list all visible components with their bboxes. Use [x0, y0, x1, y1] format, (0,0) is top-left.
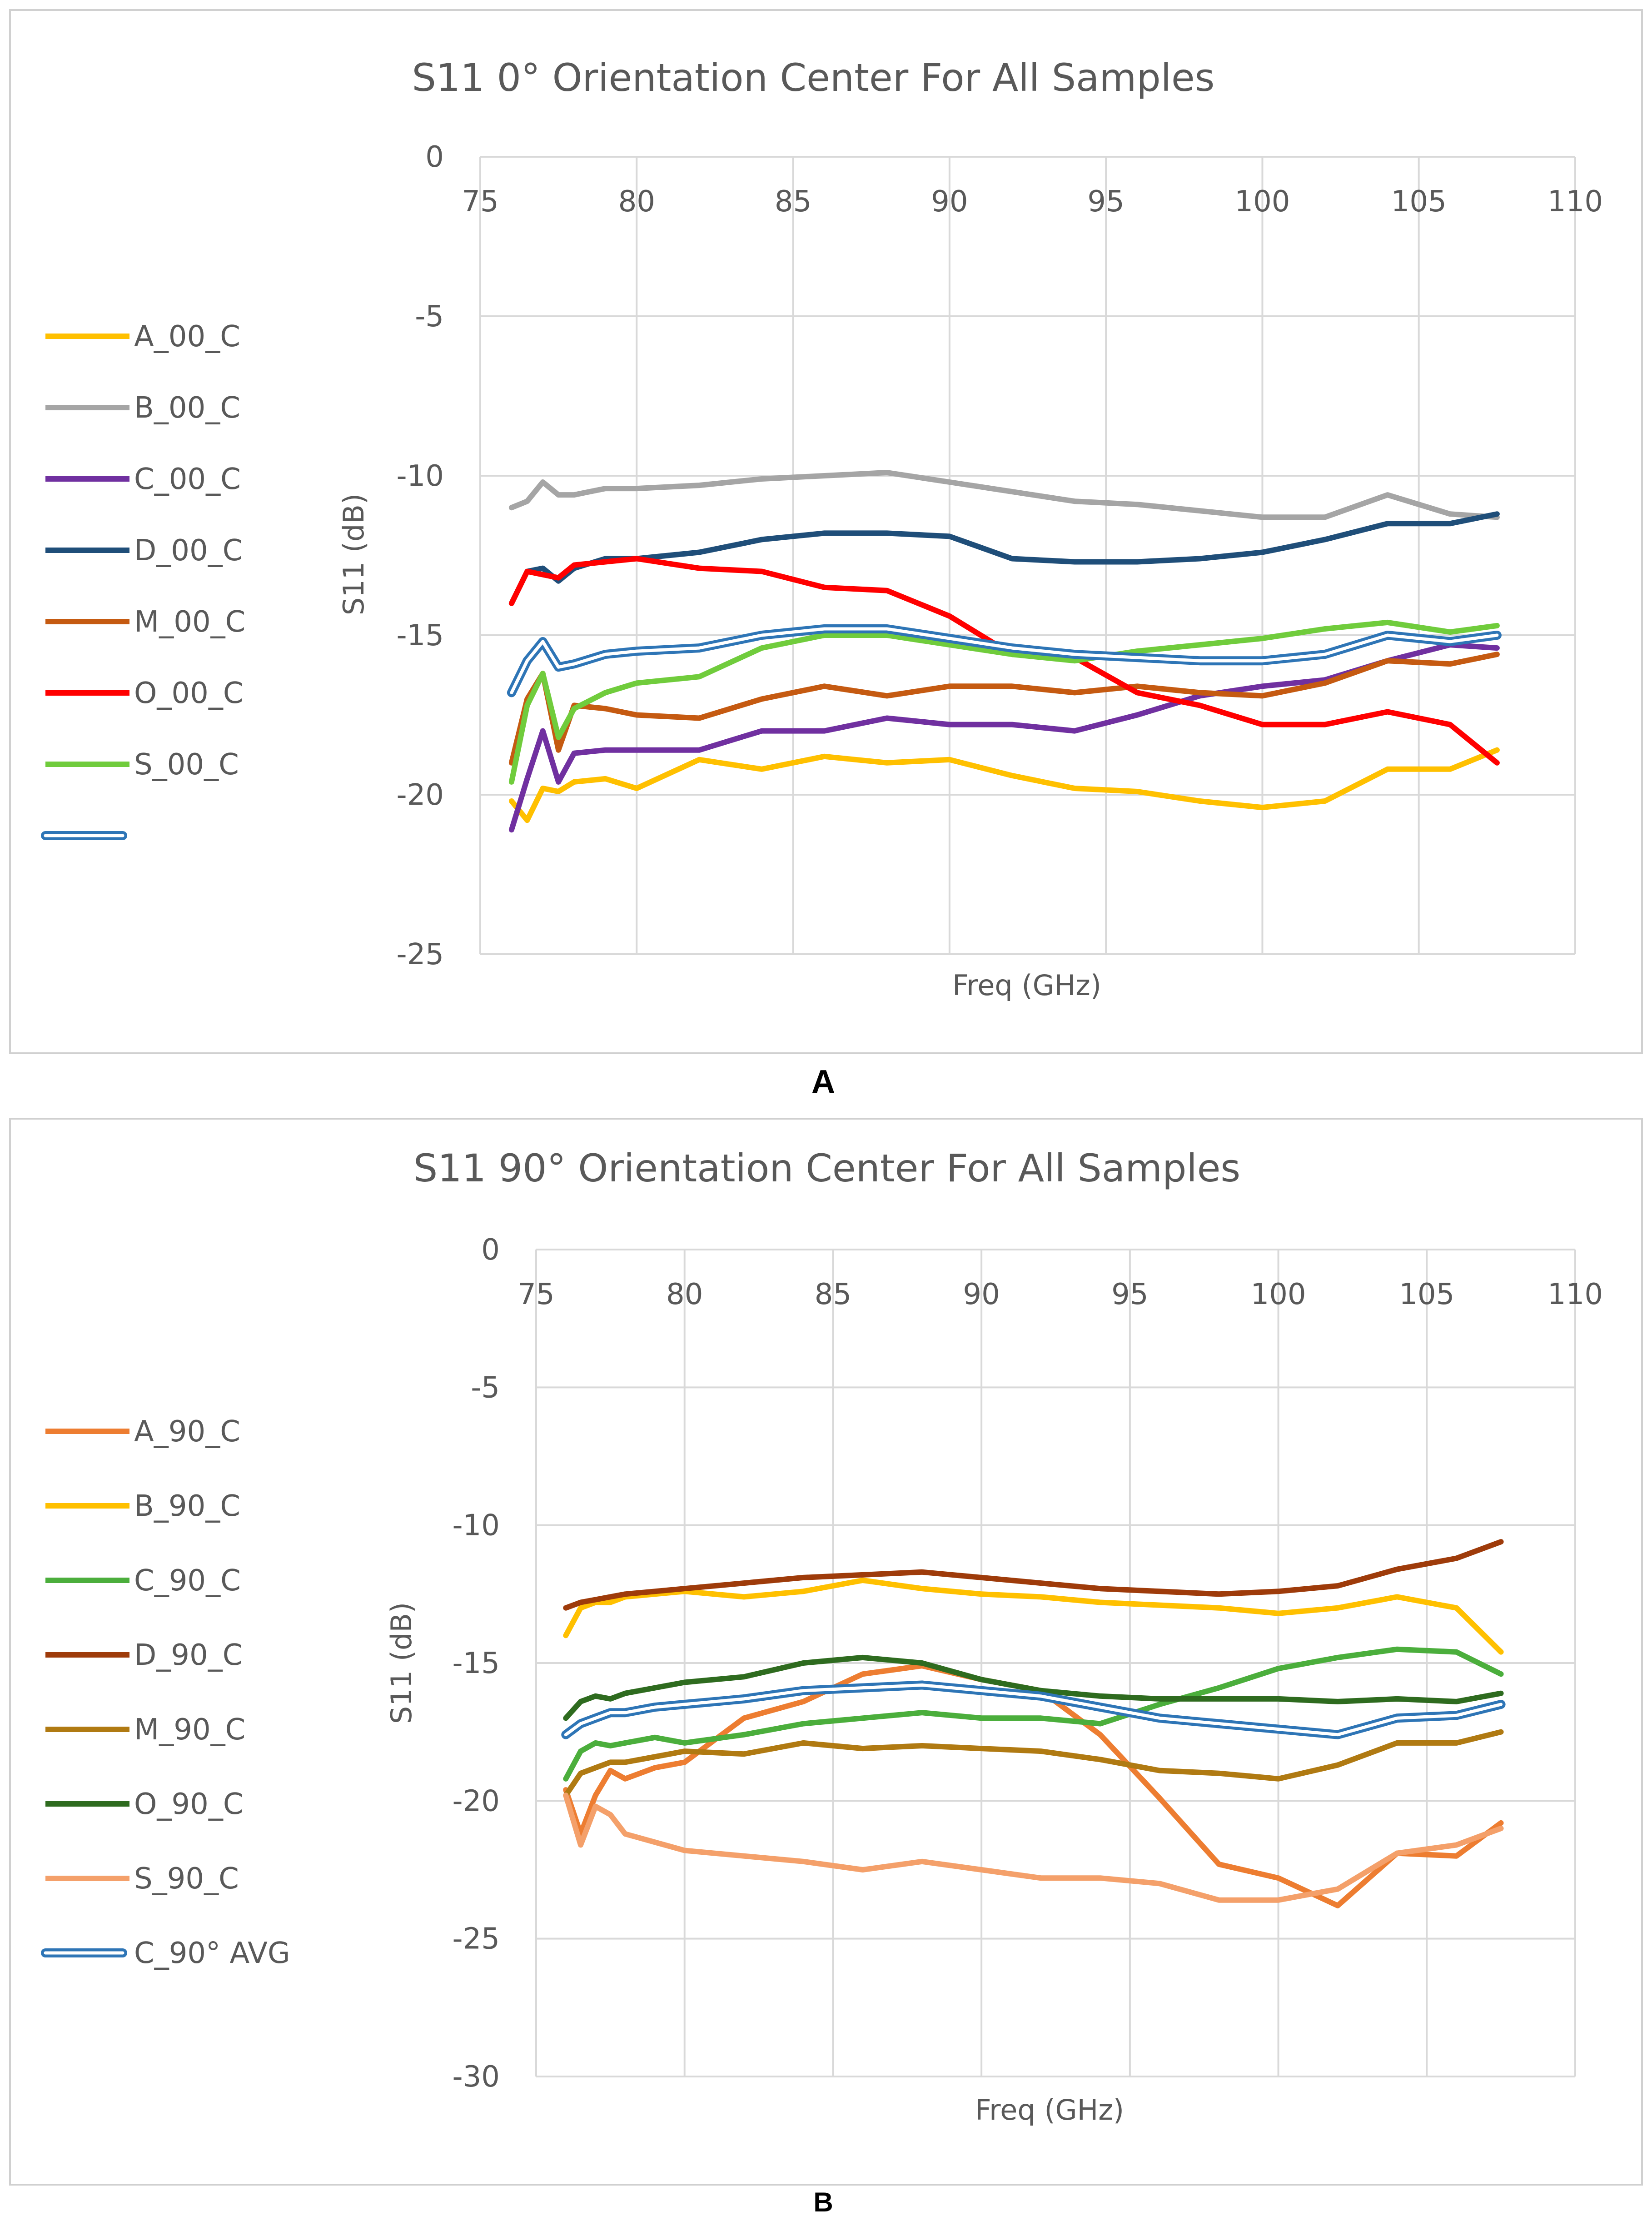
chart-title: S11 90° Orientation Center For All Sampl… [413, 1146, 1240, 1190]
y-tick-label: -5 [415, 300, 444, 334]
series-line-s-90-c [563, 1793, 1504, 1903]
legend-label: M_00_C [134, 605, 245, 639]
chart-b: S11 90° Orientation Center For All Sampl… [41, 1146, 1603, 2126]
legend-label: C_00_C [134, 463, 241, 496]
series-line-b-00-c [508, 470, 1500, 520]
x-tick-label: 105 [1391, 185, 1447, 219]
x-tick-label: 90 [963, 1278, 1000, 1311]
x-tick-label: 110 [1548, 1278, 1603, 1311]
legend-label: A_00_C [134, 320, 240, 354]
series-line-a-00-c [508, 747, 1500, 823]
x-axis-title: Freq (GHz) [952, 969, 1101, 1002]
series-line-c-90-c [563, 1646, 1504, 1782]
x-tick-label: 95 [1111, 1278, 1148, 1311]
legend-entry: C_90_C [45, 1564, 241, 1598]
y-tick-label: 0 [425, 140, 444, 174]
legend-entry: C_90° AVG [41, 1937, 290, 1970]
y-tick-label: -10 [452, 1509, 500, 1543]
legend-label: O_00_C [134, 677, 244, 710]
legend-entry: C_00_C [45, 463, 241, 496]
legend-label: S_90_C [134, 1862, 239, 1896]
series-line-b-90-c [563, 1578, 1504, 1655]
chart-a: S11 0° Orientation Center For All Sample… [41, 55, 1603, 1002]
panel-label-b: B [813, 2187, 833, 2217]
x-tick-label: 100 [1250, 1278, 1306, 1311]
legend-label: C_90_C [134, 1564, 241, 1598]
legend-label: B_00_C [134, 391, 240, 425]
legend-entry: A_90_C [45, 1415, 240, 1449]
y-tick-label: -5 [471, 1371, 500, 1404]
legend-entry: O_90_C [45, 1788, 244, 1821]
series-line-s-00-c [508, 619, 1500, 785]
legend-entry: A_00_C [45, 320, 240, 354]
legend-entry: D_90_C [45, 1638, 243, 1672]
legend-entry: D_00_C [45, 534, 243, 568]
series-line-o-00-c [508, 556, 1500, 766]
series-line-c-00-c [508, 642, 1500, 833]
legend-entry: B_90_C [45, 1489, 240, 1523]
y-tick-label: -30 [452, 2060, 500, 2094]
legend-label: D_00_C [134, 534, 243, 568]
legend-entry: S_90_C [45, 1862, 239, 1896]
series-line-m-00-c [508, 652, 1500, 766]
x-tick-label: 75 [462, 185, 498, 219]
legend-entry: M_90_C [45, 1713, 245, 1747]
y-tick-label: -10 [396, 459, 444, 493]
series-line-o-90-c [563, 1654, 1504, 1721]
legend-label: S_00_C [134, 748, 239, 782]
series-line-m-90-c [563, 1729, 1504, 1798]
y-tick-label: -25 [396, 938, 444, 971]
y-tick-label: -20 [452, 1784, 500, 1818]
panel-label-a: A [811, 1064, 835, 1100]
series-line-c-90-avg [561, 1680, 1506, 1739]
series-line-average [507, 624, 1502, 697]
x-tick-label: 85 [815, 1278, 851, 1311]
series-line-d-00-c [508, 511, 1500, 606]
y-axis-title: S11 (dB) [337, 493, 370, 615]
legend-label: O_90_C [134, 1788, 244, 1821]
x-tick-label: 90 [931, 185, 968, 219]
x-tick-label: 100 [1234, 185, 1290, 219]
legend-label: C_90° AVG [134, 1937, 290, 1970]
x-tick-label: 110 [1548, 185, 1603, 219]
y-tick-label: -15 [396, 619, 444, 652]
legend-label: D_90_C [134, 1638, 243, 1672]
x-tick-label: 95 [1087, 185, 1124, 219]
y-tick-label: -15 [452, 1647, 500, 1680]
chart-title: S11 0° Orientation Center For All Sample… [412, 55, 1215, 100]
legend-entry: O_00_C [45, 677, 244, 710]
legend-label: M_90_C [134, 1713, 245, 1747]
x-tick-label: 75 [517, 1278, 554, 1311]
legend-entry: S_00_C [45, 748, 239, 782]
y-tick-label: -25 [452, 1922, 500, 1956]
y-axis-title: S11 (dB) [385, 1602, 418, 1724]
series-inner [510, 627, 1499, 694]
x-tick-label: 80 [618, 185, 655, 219]
x-axis-title: Freq (GHz) [975, 2093, 1124, 2126]
y-tick-label: -20 [396, 778, 444, 812]
x-tick-label: 80 [666, 1278, 703, 1311]
x-tick-label: 105 [1399, 1278, 1454, 1311]
legend-label: A_90_C [134, 1415, 240, 1449]
legend-entry: M_00_C [45, 605, 245, 639]
legend-entry: B_00_C [45, 391, 240, 425]
y-tick-label: 0 [481, 1233, 500, 1267]
series-inner [564, 1683, 1503, 1737]
legend-label: B_90_C [134, 1489, 240, 1523]
series-line-d-90-c [563, 1539, 1504, 1611]
x-tick-label: 85 [775, 185, 811, 219]
